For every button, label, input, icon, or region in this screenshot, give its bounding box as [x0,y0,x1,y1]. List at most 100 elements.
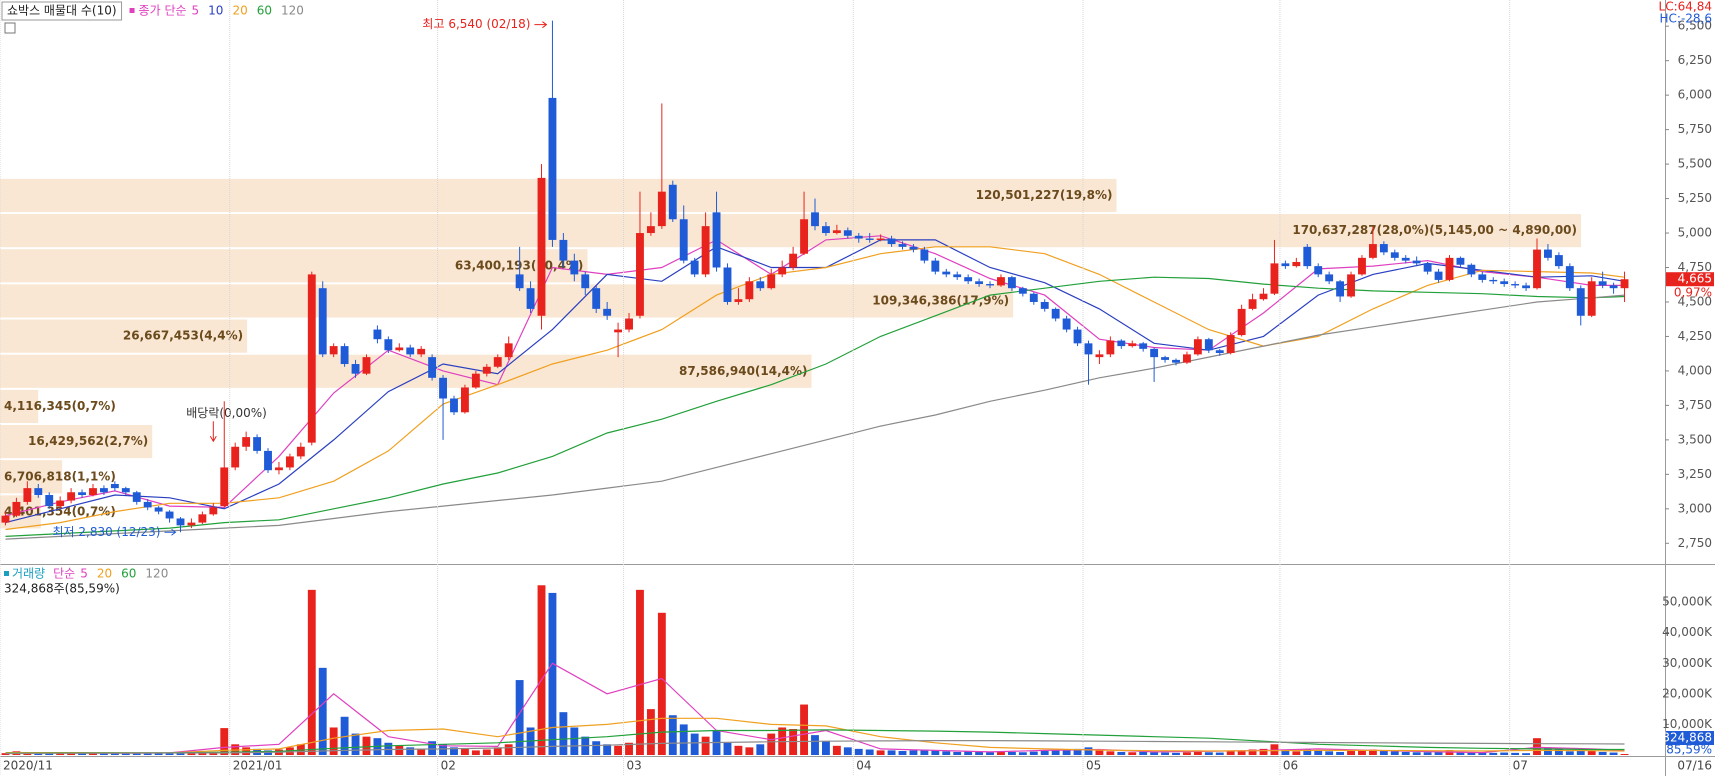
volume-bar [953,751,962,755]
current-volume-box [1666,731,1714,746]
candle-body [821,226,830,234]
volume-bar [1051,750,1060,755]
candle-body [581,274,590,289]
candle-body [471,373,480,388]
candle-body [132,492,141,502]
candle-body [625,318,633,330]
volume-bar [1084,747,1093,755]
volume-bar [515,680,524,755]
candle-body [1281,263,1290,267]
x-tick-label: 04 [856,759,871,773]
candle-body [296,446,305,457]
candle-body [920,249,929,261]
candle-body [362,357,371,374]
y-tick-label: 50,000K [1662,595,1713,609]
y-tick-label: 4,500 [1678,294,1712,308]
candle-body [1478,274,1487,280]
candle-body [504,343,513,358]
candle-body [712,212,721,268]
volume-profile-label: 16,429,562(2,7%) [28,434,148,448]
volume-bar [1106,751,1115,755]
candle-body [592,288,601,309]
volume-bar [1390,751,1399,755]
low-annotation: 최저 2,830 (12/23) [52,525,160,539]
candle-body [395,347,404,351]
candle-body [1533,249,1541,289]
high-arrow [534,21,548,29]
volume-bar [1,753,10,755]
candle-body [1620,279,1629,289]
volume-bar [493,747,502,755]
candle-body [1368,244,1377,258]
volume-bar [1204,752,1213,755]
candle-body [909,246,918,250]
volume-bar [1401,751,1410,755]
candle-body [1193,339,1202,355]
volume-bar [723,742,732,755]
moving-average-line [5,235,1625,517]
volume-bar [340,716,349,755]
candle-body [340,346,349,365]
candle-body [154,507,163,512]
volume-bar [1215,752,1224,755]
candle-body [285,456,294,468]
candle-body [1489,279,1498,282]
candle-body [264,450,272,471]
candle-body [351,364,360,374]
candle-body [253,437,262,451]
low-arrow [164,528,177,536]
candle-body [209,507,218,515]
y-tick-label: 3,250 [1678,467,1712,481]
candle-body [275,467,283,471]
volume-bar [198,753,207,755]
legend-entry: 20 [97,567,112,581]
current-volume-label: 324,868 [1662,731,1712,745]
candle-body [1314,266,1323,275]
volume-bar [614,745,623,755]
candle-body [515,274,524,289]
volume-bar [176,752,185,755]
candle-body [526,288,535,309]
volume-bar [657,612,666,755]
volume-profile-bar [0,284,1014,318]
candle-body [417,348,426,355]
volume-bar [121,753,130,755]
candle-body [99,488,108,493]
volume-profile-bar [0,249,588,283]
volume-bar [756,744,765,755]
volume-profile-bar [0,214,1582,248]
candle-body [668,184,677,220]
candle-body [460,387,469,413]
candle-body [690,260,699,275]
candle-body [1,515,10,523]
volume-bar [1259,748,1268,755]
candle-body [832,230,841,234]
candle-body [1412,260,1421,264]
candle-body [493,357,502,367]
volume-bar [964,751,973,755]
volume-bar [876,750,885,755]
candle-body [1379,244,1388,253]
y-tick-label: 6,500 [1678,19,1712,33]
candle-body [187,522,196,526]
candle-body [1007,277,1016,289]
volume-bar [1325,751,1334,755]
legend-entry: 5 [192,4,200,18]
volume-bar [592,741,601,755]
volume-bar [832,745,841,755]
volume-bar [1183,752,1191,755]
candle-body [1511,284,1520,286]
last-date-label: 07/16 [1677,759,1712,773]
y-tick-label: 5,750 [1678,122,1712,136]
volume-bar [1172,752,1180,755]
volume-bar [734,745,743,755]
candle-body [811,212,819,227]
y-tick-label: 20,000K [1662,686,1713,700]
volume-bar [1226,751,1235,755]
volume-current-legend: 324,868주(85,59%) [4,582,120,596]
volume-bar [887,750,896,755]
volume-bar [1150,752,1159,755]
volume-profile-label: 4,401,354(0,7%) [4,504,116,518]
candle-body [1303,246,1312,267]
